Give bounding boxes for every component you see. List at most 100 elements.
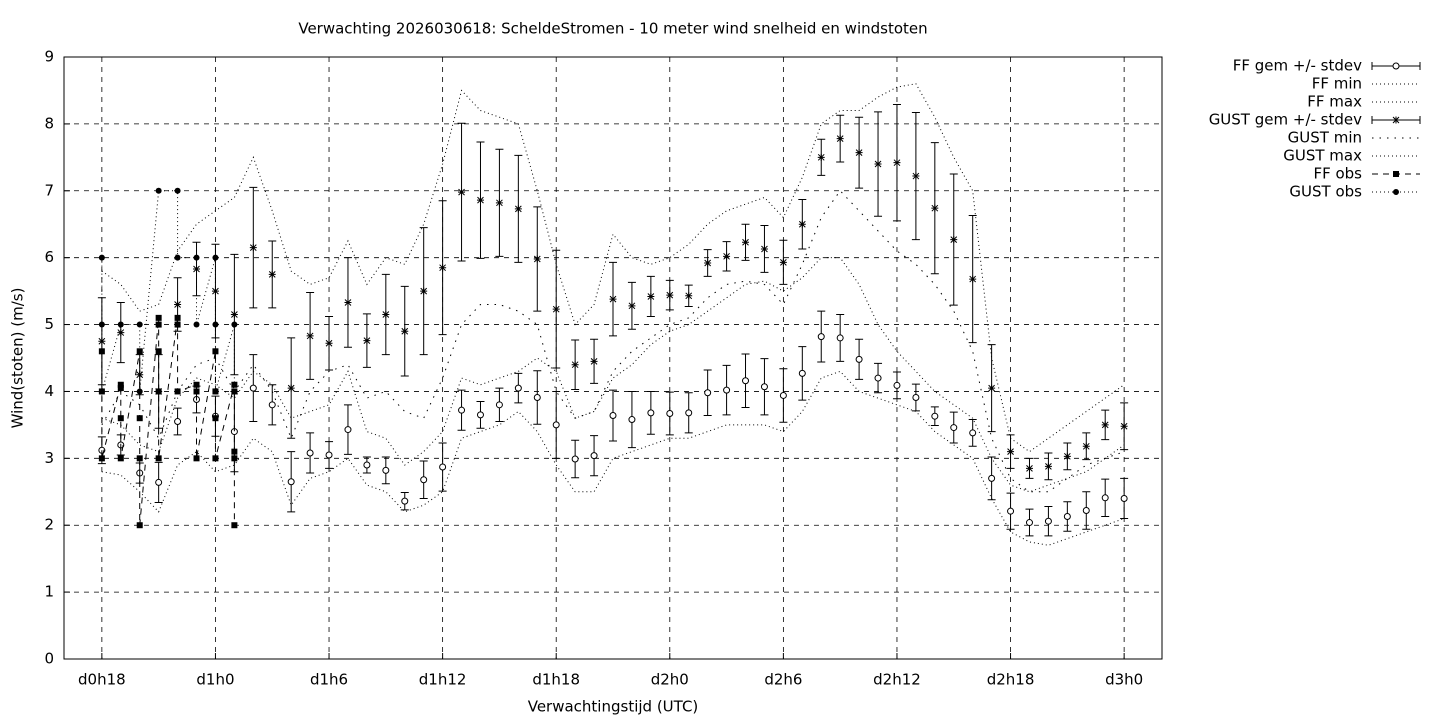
marker [382, 466, 390, 474]
marker [174, 314, 181, 321]
marker [117, 321, 124, 328]
marker [155, 455, 162, 462]
y-tick-label: 0 [44, 650, 54, 668]
marker [212, 388, 219, 395]
marker [136, 455, 143, 462]
x-tick-label: d2h6 [764, 671, 802, 689]
marker [533, 255, 541, 263]
marker [571, 455, 579, 463]
marker [912, 393, 920, 401]
legend-label: GUST min [1288, 129, 1362, 147]
marker [590, 452, 598, 460]
marker [628, 302, 636, 310]
marker [98, 348, 105, 355]
marker [988, 384, 996, 392]
x-tick-label: d1h0 [196, 671, 234, 689]
marker [98, 254, 105, 261]
marker [836, 334, 844, 342]
marker [969, 275, 977, 283]
marker [155, 187, 162, 194]
marker [401, 497, 409, 505]
marker [211, 287, 219, 295]
marker [495, 401, 503, 409]
marker [647, 409, 655, 417]
marker [1082, 442, 1090, 450]
marker [704, 389, 712, 397]
x-tick-label: d1h6 [310, 671, 348, 689]
marker [231, 381, 238, 388]
marker [723, 252, 731, 260]
marker [98, 455, 105, 462]
legend-label: FF gem +/- stdev [1233, 57, 1362, 75]
marker [420, 476, 428, 484]
marker [1120, 422, 1128, 430]
marker [117, 329, 125, 337]
marker [552, 421, 560, 429]
marker [98, 321, 105, 328]
marker [779, 258, 787, 266]
marker [306, 449, 314, 457]
marker [268, 401, 276, 409]
marker [931, 412, 939, 420]
x-tick-label: d2h0 [651, 671, 689, 689]
y-tick-label: 5 [44, 315, 54, 333]
marker [325, 339, 333, 347]
marker [98, 337, 106, 345]
legend-marker [1393, 171, 1399, 177]
marker [287, 478, 295, 486]
marker [155, 321, 162, 328]
marker [476, 411, 484, 419]
marker [1120, 494, 1128, 502]
marker [931, 204, 939, 212]
legend-marker [1392, 116, 1400, 124]
marker [950, 236, 958, 244]
marker [193, 321, 200, 328]
marker [760, 383, 768, 391]
marker [230, 311, 238, 319]
marker [117, 415, 124, 422]
marker [685, 292, 693, 300]
marker [855, 355, 863, 363]
y-axis-label: Wind(stoten) (m/s) [9, 288, 27, 429]
marker [155, 388, 162, 395]
marker [893, 381, 901, 389]
y-tick-label: 4 [44, 382, 54, 400]
marker [514, 384, 522, 392]
plot-frame [63, 56, 1163, 660]
marker [647, 292, 655, 300]
marker [760, 245, 768, 253]
marker [193, 455, 200, 462]
marker [590, 357, 598, 365]
marker [704, 259, 712, 267]
y-tick-label: 7 [44, 181, 54, 199]
marker [268, 270, 276, 278]
marker [666, 410, 674, 418]
marker [155, 348, 162, 355]
legend-label: FF max [1307, 93, 1362, 111]
marker [193, 254, 200, 261]
marker [439, 463, 447, 471]
series-line [101, 370, 1125, 546]
marker [193, 388, 200, 395]
marker [609, 412, 617, 420]
marker [344, 426, 352, 434]
marker [798, 220, 806, 228]
marker [420, 287, 428, 295]
marker [174, 300, 182, 308]
x-tick-label: d3h0 [1105, 671, 1143, 689]
marker [609, 295, 617, 303]
marker [174, 254, 181, 261]
marker [855, 149, 863, 157]
marker [988, 474, 996, 482]
marker [231, 522, 238, 529]
y-tick-label: 2 [44, 516, 54, 534]
marker [231, 448, 238, 455]
marker [742, 377, 750, 385]
marker [533, 393, 541, 401]
marker [836, 135, 844, 143]
marker [212, 321, 219, 328]
marker [1101, 494, 1109, 502]
legend-marker [1393, 189, 1399, 195]
marker [798, 369, 806, 377]
